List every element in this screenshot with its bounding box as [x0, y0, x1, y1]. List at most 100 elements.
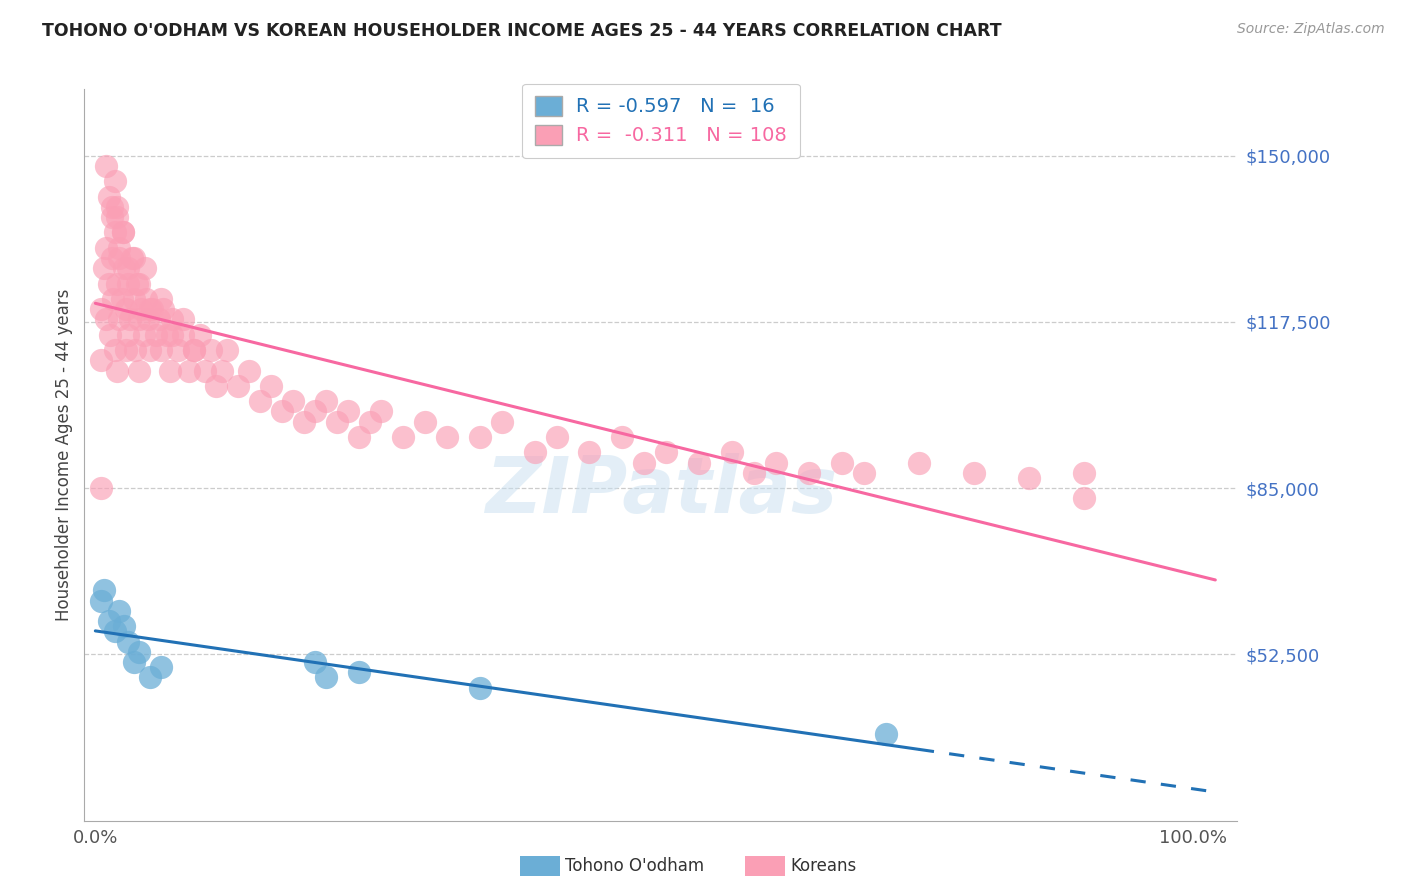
Point — [101, 251, 124, 265]
Point — [139, 302, 162, 317]
Point — [90, 302, 112, 317]
Point — [141, 302, 163, 317]
Point — [1073, 466, 1095, 480]
Text: Source: ZipAtlas.com: Source: ZipAtlas.com — [1237, 22, 1385, 37]
Point — [194, 363, 217, 377]
Point — [721, 445, 744, 459]
Point — [104, 343, 127, 357]
Point — [211, 363, 233, 377]
Point — [150, 660, 173, 674]
Point — [183, 343, 205, 357]
Point — [413, 415, 436, 429]
Point — [205, 379, 228, 393]
Legend: R = -0.597   N =  16, R =  -0.311   N = 108: R = -0.597 N = 16, R = -0.311 N = 108 — [522, 84, 800, 158]
Point — [128, 645, 150, 659]
Point — [523, 445, 546, 459]
Point — [304, 404, 326, 418]
Point — [104, 624, 127, 639]
Point — [578, 445, 600, 459]
Point — [249, 394, 271, 409]
Point — [132, 327, 155, 342]
Point — [633, 456, 655, 470]
Point — [315, 394, 337, 409]
Point — [139, 670, 162, 684]
Point — [96, 159, 118, 173]
Point — [128, 363, 150, 377]
Point — [326, 415, 349, 429]
Point — [188, 327, 211, 342]
Point — [370, 404, 392, 418]
Point — [831, 456, 853, 470]
Point — [135, 292, 157, 306]
Point — [104, 174, 127, 188]
Point — [136, 312, 159, 326]
Point — [98, 327, 121, 342]
Point — [101, 292, 124, 306]
Point — [117, 327, 139, 342]
Point — [1018, 471, 1040, 485]
Point — [150, 292, 173, 306]
Point — [875, 727, 897, 741]
Point — [963, 466, 986, 480]
Point — [117, 277, 139, 291]
Point — [612, 430, 634, 444]
Point — [226, 379, 249, 393]
Point — [281, 394, 304, 409]
Point — [166, 343, 188, 357]
Point — [304, 655, 326, 669]
Point — [391, 430, 413, 444]
Point — [122, 292, 145, 306]
Point — [104, 226, 127, 240]
Point — [200, 343, 222, 357]
Point — [156, 327, 179, 342]
Point — [124, 343, 146, 357]
Text: TOHONO O'ODHAM VS KOREAN HOUSEHOLDER INCOME AGES 25 - 44 YEARS CORRELATION CHART: TOHONO O'ODHAM VS KOREAN HOUSEHOLDER INC… — [42, 22, 1002, 40]
Point — [128, 312, 150, 326]
Point — [347, 665, 370, 680]
Point — [159, 363, 181, 377]
Point — [121, 251, 143, 265]
Point — [765, 456, 787, 470]
Point — [217, 343, 239, 357]
Point — [238, 363, 260, 377]
Y-axis label: Householder Income Ages 25 - 44 years: Householder Income Ages 25 - 44 years — [55, 289, 73, 621]
Point — [148, 312, 170, 326]
Point — [108, 312, 131, 326]
Point — [260, 379, 283, 393]
Point — [125, 277, 148, 291]
Point — [105, 200, 128, 214]
Point — [546, 430, 568, 444]
Point — [97, 277, 120, 291]
Point — [908, 456, 931, 470]
Point — [90, 593, 112, 607]
Point — [468, 681, 491, 695]
Text: Tohono O'odham: Tohono O'odham — [565, 857, 704, 875]
Point — [468, 430, 491, 444]
Point — [112, 619, 135, 633]
Point — [93, 261, 115, 276]
Point — [131, 302, 153, 317]
Point — [101, 210, 124, 224]
Point — [120, 312, 142, 326]
Point — [347, 430, 370, 444]
Point — [359, 415, 381, 429]
Point — [491, 415, 513, 429]
Point — [115, 343, 138, 357]
Point — [128, 277, 150, 291]
Point — [655, 445, 678, 459]
Point — [436, 430, 458, 444]
Point — [177, 363, 200, 377]
Point — [172, 312, 194, 326]
Point — [105, 210, 128, 224]
Point — [90, 353, 112, 368]
Point — [145, 327, 167, 342]
Point — [160, 327, 183, 342]
Point — [160, 312, 183, 326]
Point — [112, 261, 135, 276]
Point — [152, 302, 174, 317]
Point — [122, 655, 145, 669]
Point — [96, 241, 118, 255]
Point — [108, 251, 131, 265]
Point — [101, 200, 124, 214]
Point — [315, 670, 337, 684]
